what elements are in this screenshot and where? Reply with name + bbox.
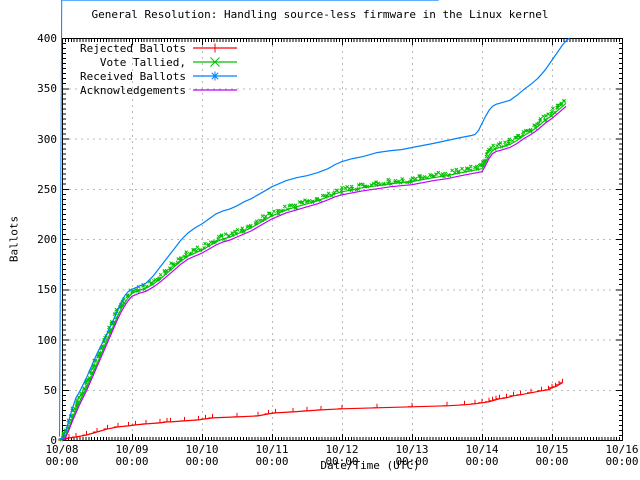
series-markers <box>58 378 563 441</box>
x-axis-title: Date/Time (UTC) <box>320 459 420 472</box>
x-tick-time: 00:00 <box>465 455 499 468</box>
plot-border <box>62 38 623 441</box>
y-tick-label-300: 300 <box>37 132 57 146</box>
legend-sample-cross-marker <box>193 57 237 67</box>
x-tick-time: 00:00 <box>115 455 149 468</box>
series-line <box>61 105 567 441</box>
x-tick-label-10-13: 10/13 00:00 <box>390 444 434 468</box>
series-vote-tallied <box>59 98 567 442</box>
x-tick-date: 10/09 <box>115 443 149 456</box>
x-tick-label-10-08: 10/08 00:00 <box>40 444 84 468</box>
series-line <box>61 382 563 441</box>
x-tick-time: 00:00 <box>605 455 639 468</box>
legend-sample-line <box>193 89 237 91</box>
y-axis-title: Ballots <box>7 215 21 263</box>
series-rejected-ballots <box>58 378 563 441</box>
x-tick-time: 00:00 <box>325 455 359 468</box>
x-tick-date: 10/10 <box>185 443 219 456</box>
x-tick-date: 10/12 <box>325 443 359 456</box>
legend-item-rejected-ballots: Rejected Ballots <box>64 41 239 55</box>
x-tick-label-10-10: 10/10 00:00 <box>180 444 224 468</box>
x-tick-time: 00:00 <box>45 455 79 468</box>
series-markers <box>59 98 566 442</box>
x-tick-date: 10/11 <box>255 443 289 456</box>
y-tick-label-250: 250 <box>37 182 57 196</box>
x-tick-time: 00:00 <box>255 455 289 468</box>
y-tick-label-400: 400 <box>37 32 57 45</box>
legend-item-received-ballots: Received Ballots <box>64 69 239 83</box>
y-tick-label-100: 100 <box>37 333 57 347</box>
series-acknowledgements <box>61 105 567 441</box>
x-tick-time: 00:00 <box>395 455 429 468</box>
y-tick-label-0: 0 <box>50 434 57 447</box>
series-line <box>61 102 567 441</box>
y-tick-label-150: 150 <box>37 283 57 297</box>
legend: Rejected Ballots Vote Tallied, Received Ba… <box>64 41 239 97</box>
legend-label: Acknowledgements <box>80 83 186 97</box>
legend-item-acknowledgements: Acknowledgements <box>64 83 239 97</box>
x-tick-label-10-16: 10/16 00:00 <box>600 444 640 468</box>
y-tick-label-200: 200 <box>37 233 57 246</box>
x-tick-date: 10/15 <box>535 443 569 456</box>
legend-sample-star-marker <box>193 71 237 81</box>
x-tick-label-10-15: 10/15 00:00 <box>530 444 574 468</box>
grid-lines <box>63 39 621 439</box>
chart-title: General Resolution: Handling source-less… <box>91 8 549 21</box>
x-tick-date: 10/14 <box>465 443 499 456</box>
x-tick-label-10-14: 10/14 00:00 <box>460 444 504 468</box>
x-tick-date: 10/08 <box>45 443 79 456</box>
x-tick-date: 10/16 <box>605 443 639 456</box>
x-tick-label-10-12: 10/12 00:00 <box>320 444 364 468</box>
legend-label: Received Ballots <box>80 69 186 83</box>
y-tick-label-50: 50 <box>43 383 57 397</box>
legend-sample-plus-marker <box>193 43 237 53</box>
x-tick-label-10-11: 10/11 00:00 <box>250 444 294 468</box>
series-markers <box>58 0 439 440</box>
legend-label: Vote Tallied, <box>99 55 186 69</box>
series-received-ballots <box>58 0 570 441</box>
legend-label: Rejected Ballots <box>80 41 186 55</box>
y-tick-label-350: 350 <box>37 82 57 96</box>
x-tick-date: 10/13 <box>395 443 429 456</box>
x-tick-label-10-09: 10/09 00:00 <box>110 444 154 468</box>
legend-item-vote-tallied: Vote Tallied, <box>64 55 239 69</box>
series-line <box>61 37 570 441</box>
x-tick-time: 00:00 <box>535 455 569 468</box>
x-tick-time: 00:00 <box>185 455 219 468</box>
